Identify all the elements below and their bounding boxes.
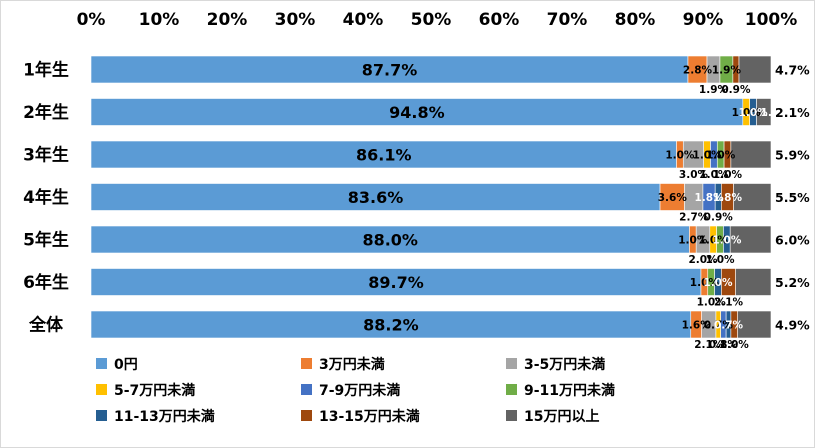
bar-segment — [90, 55, 689, 84]
x-tick-label: 50% — [411, 10, 452, 30]
category-label: 4年生 — [23, 187, 69, 208]
x-tick-label: 40% — [343, 10, 384, 30]
data-label: 1.6% — [682, 320, 712, 332]
data-label: 1.8% — [694, 192, 724, 204]
legend-label: 9-11万円未満 — [524, 382, 615, 399]
data-label: 2.1% — [694, 339, 724, 351]
data-label: 1.9% — [699, 84, 729, 96]
main-value-label: 86.1% — [356, 146, 412, 165]
bar-segment — [733, 183, 772, 211]
x-tick-label: 10% — [139, 10, 180, 30]
x-tick-label: 80% — [615, 10, 656, 30]
x-tick-label: 0% — [77, 10, 106, 30]
data-label: 1.0% — [703, 277, 733, 289]
data-label: 3.0% — [679, 169, 709, 181]
bar-segment — [729, 225, 772, 254]
legend-label: 7-9万円未満 — [319, 382, 400, 399]
legend-label: 5-7万円未満 — [114, 382, 195, 399]
bar-segment — [738, 55, 772, 84]
legend-swatch — [506, 358, 517, 369]
legend-swatch — [301, 410, 312, 421]
main-value-label: 94.8% — [389, 103, 445, 122]
data-label: 1.0% — [706, 150, 736, 162]
main-value-label: 89.7% — [368, 273, 424, 292]
x-tick-label: 20% — [207, 10, 248, 30]
x-tick-label: 30% — [275, 10, 316, 30]
legend-swatch — [96, 358, 107, 369]
data-label: 6.0% — [775, 233, 810, 248]
bar-segment — [756, 98, 772, 126]
bar-segment — [90, 98, 744, 126]
data-label: 5.5% — [775, 190, 810, 205]
legend-swatch — [506, 410, 517, 421]
legend-label: 15万円以上 — [524, 409, 599, 425]
category-label: 6年生 — [23, 272, 69, 293]
data-label: 0.8% — [709, 339, 739, 351]
legend-label: 11-13万円未満 — [114, 408, 215, 425]
x-tick-label: 70% — [547, 10, 588, 30]
category-label: 1年生 — [23, 60, 69, 81]
legend-label: 0円 — [114, 357, 138, 373]
category-label: 全体 — [28, 315, 64, 336]
bar-segment — [90, 183, 661, 211]
bar-segment — [90, 268, 702, 296]
legend-label: 13-15万円未満 — [319, 408, 420, 425]
x-tick-label: 100% — [745, 10, 798, 30]
data-label: 1.0% — [693, 150, 723, 162]
data-label: 5.2% — [775, 275, 810, 290]
data-label: 0.9% — [704, 212, 734, 224]
x-tick-label: 90% — [683, 10, 724, 30]
data-label: 2.1% — [714, 297, 744, 309]
bar-segment — [659, 183, 685, 211]
data-label: 1.0% — [720, 339, 750, 351]
data-label: 1.0% — [705, 254, 735, 266]
legend-swatch — [96, 410, 107, 421]
data-label: 1.0% — [739, 107, 769, 119]
data-label: 1.0% — [665, 150, 695, 162]
data-label: 1.0% — [690, 277, 720, 289]
data-label: 1.0% — [713, 169, 743, 181]
data-label: 5.9% — [775, 148, 810, 163]
legend-swatch — [506, 384, 517, 395]
data-label: 3.6% — [658, 192, 688, 204]
bar-segment — [735, 268, 772, 296]
data-label: 0.7% — [714, 320, 744, 332]
data-label: 1.0% — [732, 107, 762, 119]
data-label: 2.1% — [775, 105, 810, 120]
data-label: 1.0% — [761, 107, 791, 119]
main-value-label: 88.2% — [363, 316, 419, 335]
data-label: 4.7% — [775, 63, 810, 78]
data-label: 1.0% — [699, 235, 729, 247]
legend-swatch — [301, 384, 312, 395]
data-label: 2.0% — [688, 254, 718, 266]
category-label: 3年生 — [23, 145, 69, 166]
category-label: 2年生 — [23, 102, 69, 123]
data-label: 0.9% — [721, 84, 751, 96]
x-tick-label: 60% — [479, 10, 520, 30]
legend-label: 3万円未満 — [319, 356, 385, 373]
legend-label: 3-5万円未満 — [524, 356, 605, 373]
bar-segment — [730, 140, 772, 169]
data-label: 1.0% — [712, 235, 742, 247]
main-value-label: 83.6% — [348, 188, 404, 207]
data-label: 4.9% — [775, 318, 810, 333]
data-label: 1.0% — [697, 297, 727, 309]
data-label: 0.7% — [704, 320, 734, 332]
main-value-label: 87.7% — [362, 61, 418, 80]
bar-segment — [90, 140, 677, 169]
data-label: 1.8% — [713, 192, 743, 204]
main-value-label: 88.0% — [362, 231, 418, 250]
category-label: 5年生 — [23, 230, 69, 251]
data-label: 1.9% — [712, 65, 742, 77]
data-label: 2.7% — [679, 212, 709, 224]
legend-swatch — [301, 358, 312, 369]
data-label: 2.8% — [683, 65, 713, 77]
data-label: 1.0% — [699, 169, 729, 181]
legend-swatch — [96, 384, 107, 395]
data-label: 1.0% — [678, 235, 708, 247]
bar-segment — [737, 310, 772, 339]
